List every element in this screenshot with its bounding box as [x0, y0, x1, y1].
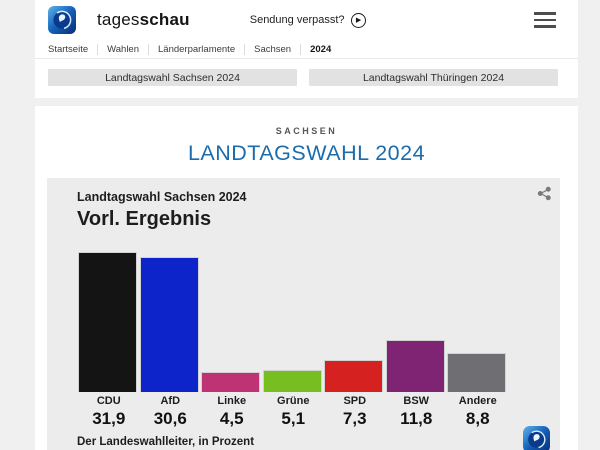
- party-value: 30,6: [153, 409, 187, 428]
- bar-slot: [324, 360, 384, 392]
- breadcrumb-startseite[interactable]: Startseite: [48, 43, 99, 55]
- party-value: 31,9: [92, 409, 126, 428]
- bar-slot: [78, 252, 138, 392]
- party-name: AfD: [160, 395, 181, 407]
- party-name: CDU: [96, 395, 121, 407]
- bar-andere[interactable]: [447, 353, 506, 392]
- result-chart-card: Landtagswahl Sachsen 2024 Vorl. Ergebnis…: [47, 178, 560, 450]
- party-name: BSW: [403, 395, 430, 407]
- masthead: tagesschau Sendung verpasst? ▶: [35, 0, 578, 40]
- play-icon[interactable]: ▶: [350, 12, 366, 28]
- bar-linke[interactable]: [201, 372, 260, 392]
- breadcrumb-wahlen[interactable]: Wahlen: [98, 43, 149, 55]
- bar-spd[interactable]: [324, 360, 383, 392]
- bar-label-bsw: BSW 11,8: [386, 395, 448, 429]
- bar-label-afd: AfD 30,6: [140, 395, 202, 429]
- bar-afd[interactable]: [139, 257, 199, 392]
- bar-chart-labels: CDU 31,9 AfD 30,6 Linke 4,5 Grüne 5,1 SPD 7,3 BSW 1…: [47, 395, 560, 429]
- chart-source: Der Landeswahlleiter, in Prozent: [77, 436, 255, 448]
- bar-label-andere: Andere 8,8: [447, 395, 509, 429]
- party-value: 7,3: [342, 409, 367, 428]
- party-name: Grüne: [277, 395, 310, 407]
- tagesschau-watermark-icon: [523, 426, 550, 450]
- bar-chart-plot: [47, 250, 560, 392]
- breadcrumb-2024[interactable]: 2024: [310, 43, 332, 55]
- bar-label-linke: Linke 4,5: [201, 395, 263, 429]
- menu-icon[interactable]: [534, 10, 556, 30]
- page-kicker: SACHSEN: [275, 126, 338, 136]
- tagesschau-logo-icon[interactable]: [48, 6, 76, 34]
- bar-cdu[interactable]: [78, 252, 137, 392]
- party-name: SPD: [343, 395, 367, 407]
- bar-slot: [447, 353, 507, 392]
- button-landtagswahl-sachsen[interactable]: Landtagswahl Sachsen 2024: [48, 69, 297, 86]
- brand-wordmark[interactable]: tagesschau: [97, 10, 190, 29]
- watch-missed-label: Sendung verpasst?: [249, 14, 345, 26]
- chart-kicker: Landtagswahl Sachsen 2024: [77, 190, 247, 204]
- bar-label-grüne: Grüne 5,1: [263, 395, 325, 429]
- breadcrumb-laenderparlamente[interactable]: Länderparlamente: [149, 43, 246, 55]
- bar-slot: [139, 257, 200, 392]
- party-value: 8,8: [465, 409, 490, 428]
- bar-grüne[interactable]: [262, 370, 322, 392]
- page-title: LANDTAGSWAHL 2024: [187, 141, 426, 165]
- watch-missed-link[interactable]: Sendung verpasst? ▶: [249, 12, 366, 28]
- header-section: tagesschau Sendung verpasst? ▶ Startseit…: [35, 0, 578, 98]
- party-value: 4,5: [219, 409, 244, 428]
- chart-title: Vorl. Ergebnis: [77, 208, 212, 230]
- main-section: SACHSEN LANDTAGSWAHL 2024 Landtagswahl S…: [35, 106, 578, 450]
- bar-label-cdu: CDU 31,9: [78, 395, 140, 429]
- election-nav: Landtagswahl Sachsen 2024 Landtagswahl T…: [35, 59, 578, 86]
- party-name: Linke: [217, 395, 247, 407]
- breadcrumb-sachsen[interactable]: Sachsen: [245, 43, 302, 55]
- share-icon[interactable]: [537, 186, 552, 201]
- breadcrumb: Startseite Wahlen Länderparlamente Sachs…: [35, 40, 578, 59]
- button-landtagswahl-thueringen[interactable]: Landtagswahl Thüringen 2024: [309, 69, 558, 86]
- party-value: 11,8: [400, 409, 433, 428]
- bar-label-spd: SPD 7,3: [324, 395, 386, 429]
- bar-bsw[interactable]: [385, 340, 445, 392]
- bar-slot: [262, 370, 323, 392]
- bar-slot: [385, 340, 446, 392]
- party-value: 5,1: [281, 409, 306, 428]
- bar-slot: [201, 372, 261, 392]
- party-name: Andere: [458, 395, 497, 407]
